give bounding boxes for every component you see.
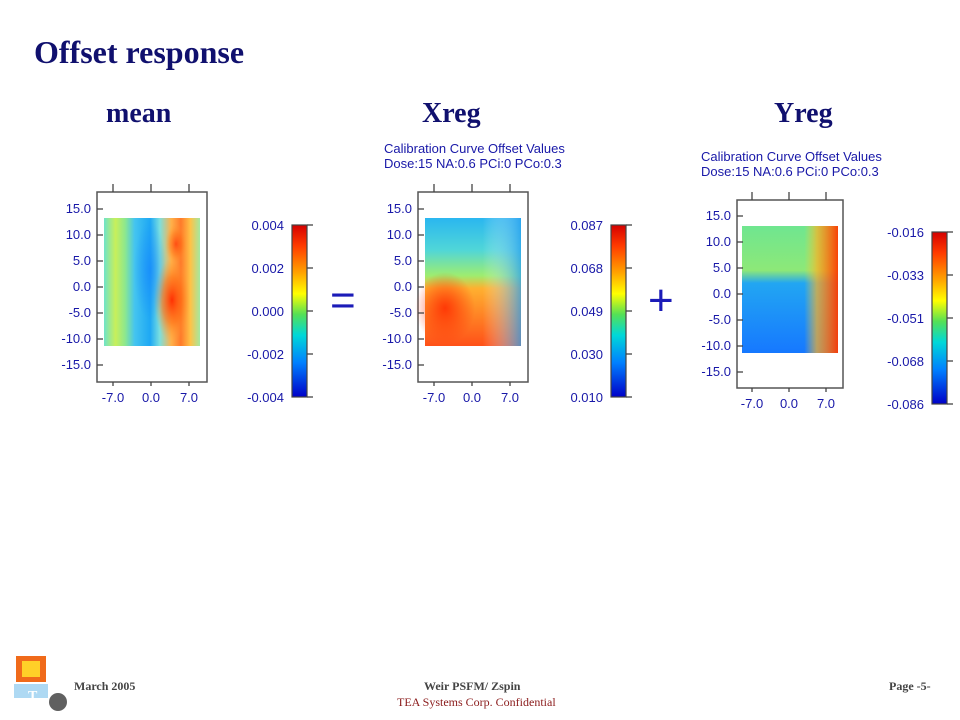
svg-text:T: T: [28, 689, 38, 704]
yreg-y-tick-label: 0.0: [713, 286, 731, 301]
yreg-caption: Calibration Curve Offset Values Dose:15 …: [701, 149, 882, 179]
xreg-y-tick-label: 5.0: [394, 253, 412, 268]
yreg-x-tick-label: 7.0: [817, 396, 835, 411]
mean-colorbar-tick-label: 0.000: [251, 304, 284, 319]
mean-colorbar-tick-label: 0.004: [251, 218, 284, 233]
mean-colorbar: [291, 224, 308, 398]
mean-plot-frame: [96, 191, 208, 383]
xreg-colorbar-tick-label: 0.049: [570, 304, 603, 319]
xreg-field: [425, 218, 521, 346]
xreg-y-tick-label: -5.0: [390, 305, 412, 320]
xreg-x-tick-label: -7.0: [423, 390, 445, 405]
yreg-plot-frame: [736, 199, 844, 389]
mean-y-tick-label: 10.0: [66, 227, 91, 242]
xreg-y-tick-label: 0.0: [394, 279, 412, 294]
mean-y-tick-label: 5.0: [73, 253, 91, 268]
yreg-colorbar-tick-label: -0.068: [887, 354, 924, 369]
yreg-y-tick-label: -15.0: [701, 364, 731, 379]
xreg-plot-frame: [417, 191, 529, 383]
yreg-y-tick-label: -5.0: [709, 312, 731, 327]
xreg-caption-line2: Dose:15 NA:0.6 PCi:0 PCo:0.3: [384, 156, 562, 171]
footer-page-number: Page -5-: [889, 679, 931, 693]
mean-y-tick-label: -15.0: [61, 357, 91, 372]
mean-x-tick-label: 0.0: [142, 390, 160, 405]
slide-title: Offset response: [34, 34, 245, 70]
yreg-colorbar-tick-label: -0.033: [887, 268, 924, 283]
plus-sign: +: [648, 276, 674, 325]
mean-x-tick-label: 7.0: [180, 390, 198, 405]
mean-colorbar-tick-label: -0.004: [247, 390, 284, 405]
xreg-caption: Calibration Curve Offset Values Dose:15 …: [384, 141, 565, 171]
yreg-colorbar-tick-label: -0.051: [887, 311, 924, 326]
yreg-x-tick-label: -7.0: [741, 396, 763, 411]
footer-date: March 2005: [74, 679, 136, 693]
yreg-field: [742, 226, 838, 353]
yreg-colorbar: [931, 231, 948, 405]
xreg-y-tick-label: -10.0: [382, 331, 412, 346]
mean-y-tick-label: -10.0: [61, 331, 91, 346]
yreg-caption-line1: Calibration Curve Offset Values: [701, 149, 882, 164]
yreg-x-tick-label: 0.0: [780, 396, 798, 411]
yreg-caption-line2: Dose:15 NA:0.6 PCi:0 PCo:0.3: [701, 164, 879, 179]
xreg-colorbar-tick-label: 0.068: [570, 261, 603, 276]
mean-x-tick-label: -7.0: [102, 390, 124, 405]
mean-y-tick-label: -5.0: [69, 305, 91, 320]
column-heading-mean: mean: [106, 98, 172, 129]
mean-field: [104, 218, 200, 346]
mean-y-tick-label: 0.0: [73, 279, 91, 294]
xreg-x-tick-label: 0.0: [463, 390, 481, 405]
yreg-y-tick-label: 10.0: [706, 234, 731, 249]
yreg-colorbar-tick-label: -0.016: [887, 225, 924, 240]
xreg-x-tick-label: 7.0: [501, 390, 519, 405]
yreg-plot: [736, 199, 844, 389]
xreg-y-tick-label: 10.0: [387, 227, 412, 242]
mean-y-tick-label: 15.0: [66, 201, 91, 216]
yreg-y-tick-label: -10.0: [701, 338, 731, 353]
xreg-colorbar-tick-label: 0.030: [570, 347, 603, 362]
mean-colorbar-tick-label: -0.002: [247, 347, 284, 362]
xreg-caption-line1: Calibration Curve Offset Values: [384, 141, 565, 156]
yreg-colorbar-tick-label: -0.086: [887, 397, 924, 412]
tea-logo: T: [14, 656, 67, 711]
column-heading-yreg: Yreg: [774, 98, 833, 129]
mean-colorbar-tick-label: 0.002: [251, 261, 284, 276]
yreg-y-tick-label: 5.0: [713, 260, 731, 275]
column-heading-xreg: Xreg: [422, 98, 481, 129]
xreg-colorbar-tick-label: 0.010: [570, 390, 603, 405]
footer-title: Weir PSFM/ Zspin: [424, 679, 521, 693]
xreg-colorbar: [610, 224, 627, 398]
equals-sign: =: [330, 276, 356, 325]
xreg-plot: [415, 191, 529, 383]
yreg-y-tick-label: 15.0: [706, 208, 731, 223]
xreg-colorbar-tick-label: 0.087: [570, 218, 603, 233]
xreg-y-tick-label: -15.0: [382, 357, 412, 372]
mean-plot: [96, 191, 208, 383]
footer-confidential: TEA Systems Corp. Confidential: [397, 695, 556, 709]
xreg-y-tick-label: 15.0: [387, 201, 412, 216]
